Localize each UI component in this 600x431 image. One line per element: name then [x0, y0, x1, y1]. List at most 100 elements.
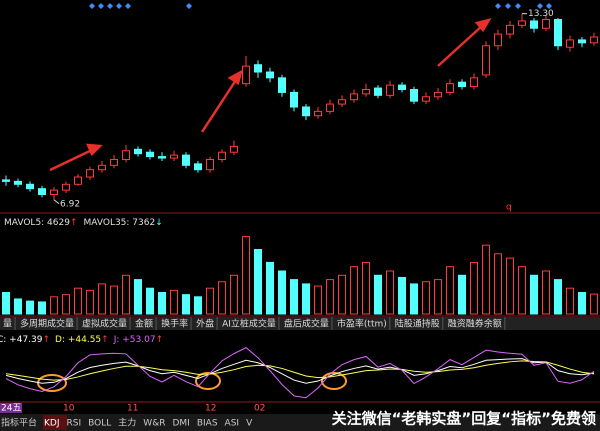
candle-body	[86, 169, 94, 178]
candle-body	[254, 64, 262, 73]
volume-bar	[458, 274, 466, 315]
volume-bar	[2, 292, 10, 315]
volume-bar	[578, 292, 586, 315]
candle-body	[194, 163, 202, 171]
volume-tab[interactable]: 外盘	[196, 318, 214, 330]
volume-tab[interactable]: 融资融券余额	[448, 318, 502, 330]
volume-tab[interactable]: 陆股通持股	[395, 318, 440, 330]
candle-body	[38, 188, 46, 196]
candle-body	[398, 84, 406, 90]
indicator-tab[interactable]: DMI	[172, 419, 189, 429]
candle-body	[518, 20, 526, 26]
candle-body	[542, 19, 550, 29]
candle-body	[134, 148, 142, 155]
time-label: 02	[254, 404, 265, 414]
volume-tab[interactable]: 市盈率(ttm)	[337, 318, 387, 330]
candle-body	[350, 93, 358, 101]
volume-bar	[146, 287, 154, 315]
legend-text: D: +44.55	[55, 335, 101, 345]
indicator-tab[interactable]: W&R	[143, 419, 165, 429]
volume-bar	[554, 279, 562, 315]
volume-bar	[278, 270, 286, 315]
candle-body	[26, 183, 34, 190]
candle-body	[182, 154, 190, 166]
candle-body	[470, 77, 478, 88]
candle-body	[374, 87, 382, 96]
volume-bar	[158, 292, 166, 315]
volume-bar	[542, 270, 550, 315]
candle-body	[206, 159, 214, 171]
candle-body	[422, 96, 430, 102]
legend-text: MAVOL35: 7362	[84, 218, 156, 228]
legend-arrow: ↑	[156, 335, 164, 345]
volume-tab[interactable]: 盘后成交量	[284, 318, 329, 330]
watermark: 关注微信“老韩实盘”回复“指标”免费领	[332, 410, 596, 428]
legend-arrow: ↑	[42, 335, 50, 345]
candle-body	[122, 150, 130, 160]
volume-bar	[242, 236, 250, 315]
volume-bar	[494, 253, 502, 315]
volume-bar	[38, 301, 46, 315]
legend-arrow: ↑	[70, 218, 78, 228]
candle-body	[14, 180, 22, 185]
time-label: 11	[127, 404, 138, 414]
volume-bar	[470, 261, 478, 315]
candle-body	[302, 106, 310, 117]
candle-body	[50, 189, 58, 195]
candle-body	[362, 89, 370, 95]
candle-body	[314, 110, 322, 117]
volume-tab[interactable]: 换手率	[161, 318, 188, 330]
volume-bar	[290, 279, 298, 315]
candle-body	[146, 151, 154, 158]
volume-bar	[122, 274, 130, 315]
volume-bar	[398, 276, 406, 315]
candle-body	[218, 151, 226, 160]
candle-body	[62, 183, 70, 191]
candle-body	[74, 176, 82, 185]
volume-tab[interactable]: 虚拟成交量	[82, 318, 127, 330]
volume-bar	[410, 283, 418, 315]
volume-bar	[230, 274, 238, 315]
indicator-tab[interactable]: ASI	[225, 419, 240, 429]
volume-tab[interactable]: AI立桩成交量	[222, 318, 276, 330]
volume-bar	[446, 266, 454, 315]
candle-body	[290, 91, 298, 108]
indicator-tab[interactable]: 指标平台	[1, 417, 37, 429]
volume-tab[interactable]: 多周期成交量	[20, 318, 74, 330]
volume-bar	[338, 274, 346, 315]
candle-body	[386, 84, 394, 96]
volume-tab[interactable]: 量	[3, 319, 12, 330]
time-label: 10	[63, 404, 75, 414]
volume-bar	[218, 281, 226, 315]
volume-tab[interactable]: 金额	[135, 318, 153, 330]
kdj-legend: C: +47.39↑ D: +44.55↑ J: +53.07↑	[0, 335, 163, 345]
volume-bar	[302, 283, 310, 315]
low-label: 6.92	[60, 199, 80, 209]
legend-arrow: ↑	[101, 335, 109, 345]
volume-bar	[590, 293, 598, 315]
volume-bar	[314, 285, 322, 315]
volume-legend: MAVOL5: 4629↑ MAVOL35: 7362↓	[4, 218, 163, 228]
indicator-tab[interactable]: 主力	[118, 417, 136, 429]
volume-bar	[194, 296, 202, 315]
volume-bar	[422, 281, 430, 315]
indicator-tab[interactable]: V	[246, 419, 253, 429]
candle-body	[278, 77, 286, 93]
legend-text: MAVOL5: 4629	[4, 218, 70, 228]
volume-bar	[14, 298, 22, 315]
candle-body	[458, 81, 466, 88]
candle-body	[242, 65, 250, 85]
candle-body	[2, 179, 10, 182]
candle-body	[494, 33, 502, 47]
indicator-tab[interactable]: BOLL	[88, 419, 111, 429]
indicator-tab[interactable]: RSI	[67, 419, 82, 429]
legend-text: C: +47.39	[0, 335, 43, 345]
volume-bar	[386, 270, 394, 315]
indicator-tab[interactable]: BIAS	[197, 419, 218, 429]
legend-arrow: ↓	[155, 218, 163, 228]
indicator-tab[interactable]: KDJ	[44, 419, 60, 429]
volume-bar	[518, 266, 526, 315]
